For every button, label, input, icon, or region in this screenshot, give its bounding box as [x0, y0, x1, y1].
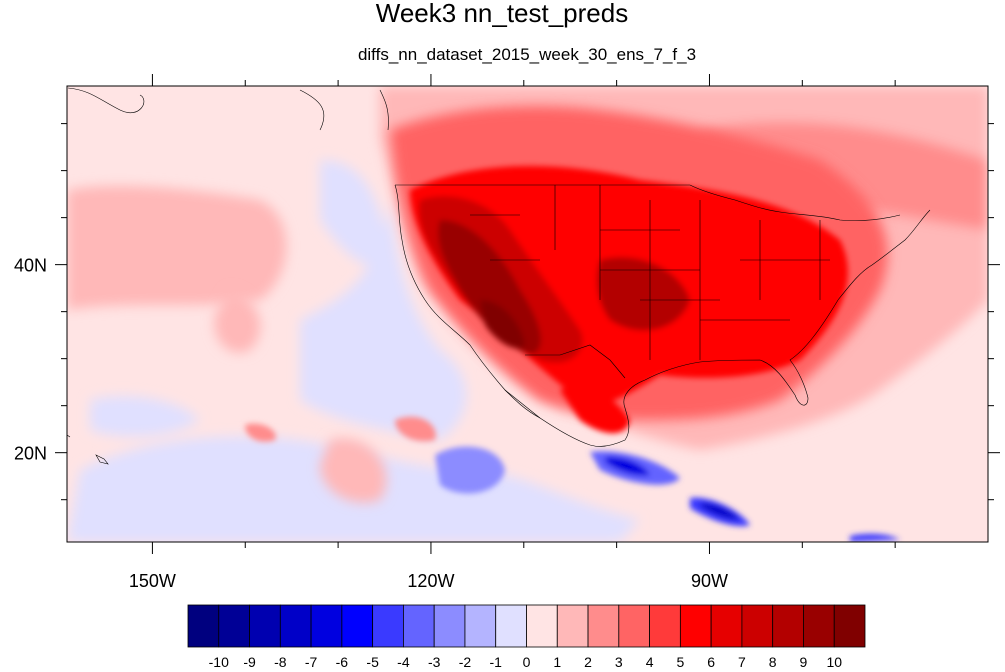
colorbar-swatch: [341, 604, 374, 648]
axis-labels: 150W 120W 90W 40N 20N: [14, 256, 728, 591]
colorbar-label: 4: [646, 654, 654, 670]
lat-tick-label: 40N: [14, 256, 47, 276]
field-inner-contours: [410, 166, 848, 434]
colorbar-swatch: [464, 604, 497, 648]
colorbar-label: -8: [274, 654, 287, 670]
map-title: Week3 nn_test_preds: [376, 0, 628, 28]
colorbar-swatch: [279, 604, 312, 648]
colorbar-swatch: [679, 604, 712, 648]
map-field: [67, 86, 988, 542]
colorbar-swatch: [218, 604, 250, 648]
colorbar-label: -7: [305, 654, 318, 670]
colorbar-swatch: [772, 604, 804, 648]
colorbar-label: 10: [826, 654, 842, 670]
lon-tick-label: 150W: [129, 571, 176, 591]
colorbar-label: -3: [428, 654, 441, 670]
colorbar-label: 8: [769, 654, 777, 670]
colorbar-swatch: [618, 604, 650, 648]
field-blue-cores: [245, 416, 900, 542]
colorbar-label: -10: [209, 654, 229, 670]
colorbar-swatch: [803, 604, 835, 648]
colorbar-swatch: [310, 604, 343, 648]
colorbar-label: 6: [707, 654, 715, 670]
colorbar-swatch: [741, 604, 774, 648]
map-ticks: [55, 74, 1000, 554]
colorbar-label: -5: [366, 654, 379, 670]
map-frame: [66, 85, 989, 543]
colorbar-swatch: [249, 604, 281, 648]
colorbar-swatch: [187, 604, 220, 648]
lon-tick-label: 90W: [691, 571, 728, 591]
colorbar: -10 -9 -8 -7 -6 -5 -4 -3 -2 -1 0 1 2 3 4 5 6 7 8 9 10: [187, 604, 866, 670]
colorbar-label: 7: [738, 654, 746, 670]
colorbar-label: 5: [676, 654, 684, 670]
lon-tick-label: 120W: [407, 571, 454, 591]
colorbar-label: 1: [553, 654, 561, 670]
colorbar-label: 9: [800, 654, 808, 670]
colorbar-swatch: [833, 604, 866, 648]
colorbar-label: -2: [459, 654, 472, 670]
colorbar-swatch: [587, 604, 620, 648]
colorbar-swatch: [526, 604, 558, 648]
coastlines: [67, 87, 931, 465]
colorbar-swatch: [433, 604, 466, 648]
colorbar-label: -4: [397, 654, 410, 670]
colorbar-label: -9: [243, 654, 256, 670]
colorbar-label: 0: [523, 654, 531, 670]
lat-tick-label: 20N: [14, 444, 47, 464]
colorbar-swatch: [372, 604, 404, 648]
colorbar-swatch: [556, 604, 589, 648]
colorbar-swatch: [649, 604, 681, 648]
colorbar-label: 2: [584, 654, 592, 670]
colorbar-swatch: [710, 604, 743, 648]
colorbar-label: -6: [336, 654, 349, 670]
map-subtitle: diffs_nn_dataset_2015_week_30_ens_7_f_3: [358, 45, 696, 64]
colorbar-label: -1: [490, 654, 503, 670]
colorbar-label: 3: [615, 654, 623, 670]
colorbar-swatch: [495, 604, 527, 648]
colorbar-swatch: [403, 604, 435, 648]
